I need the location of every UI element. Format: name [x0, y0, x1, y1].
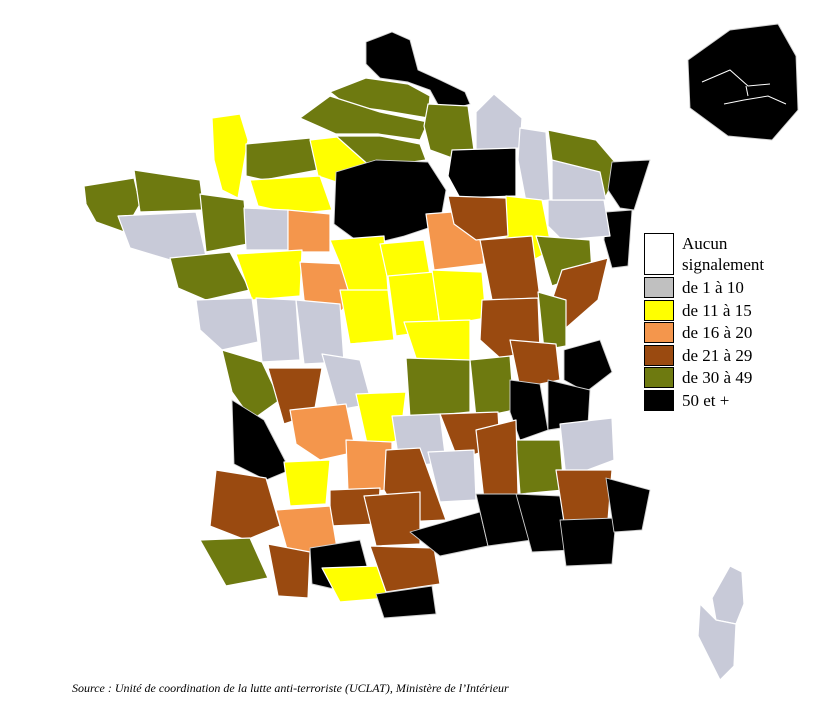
dept-corse-du-sud — [697, 603, 737, 681]
dept-isere — [559, 417, 615, 479]
dept-gironde — [231, 399, 291, 481]
dept-nord — [365, 31, 471, 113]
dept-vienne — [295, 299, 345, 365]
dept-cher — [339, 289, 395, 345]
dept-landes — [209, 469, 281, 541]
departments — [83, 31, 651, 619]
dept-ille — [199, 193, 249, 253]
legend-label-16-20: de 16 à 20 — [682, 323, 753, 342]
dept-tarn — [363, 491, 421, 547]
dept-saone-loire — [431, 269, 487, 327]
dept-morbihan — [117, 211, 207, 261]
dept-ardeche — [475, 419, 519, 501]
legend-swatch-none — [644, 233, 674, 275]
legend-item-21-29: de 21 à 29 — [644, 344, 774, 368]
legend-item-11-15: de 11 à 15 — [644, 299, 774, 323]
dept-puy-dome — [405, 357, 471, 419]
legend-swatch-21-29 — [644, 344, 674, 366]
dept-manche — [211, 113, 249, 199]
legend-swatch-30-49 — [644, 367, 674, 388]
legend-swatch-1-10 — [644, 277, 674, 298]
dept-loire-atl — [169, 251, 251, 301]
dept-vendee — [195, 297, 259, 351]
dept-dordogne — [289, 403, 357, 461]
legend-item-50-plus: 50 et + — [644, 389, 774, 413]
dept-mayenne — [243, 207, 289, 251]
legend-label-21-29: de 21 à 29 — [682, 345, 753, 365]
legend-item-none: Aucun signalement — [644, 233, 774, 277]
dept-alpes-mar — [605, 477, 651, 533]
corsica — [697, 565, 745, 681]
legend-item-30-49: de 30 à 49 — [644, 367, 774, 390]
dept-var — [559, 517, 617, 567]
dept-somme — [299, 95, 429, 141]
dept-vosges — [547, 199, 611, 241]
legend-label-11-15: de 11 à 15 — [682, 300, 752, 320]
dept-bas-rhin — [607, 159, 651, 211]
legend-item-16-20: de 16 à 20 — [644, 322, 774, 345]
legend-label-1-10: de 1 à 10 — [682, 278, 744, 297]
dept-aude — [369, 545, 441, 593]
dept-pyr-or — [375, 585, 437, 619]
legend-swatch-50-plus — [644, 389, 674, 411]
dept-marne — [447, 147, 517, 199]
dept-jura — [537, 291, 567, 351]
dept-meuse — [517, 127, 551, 203]
dept-pyr-atl — [199, 537, 269, 587]
dept-charente-mar — [221, 349, 281, 421]
legend-item-1-10: de 1 à 10 — [644, 277, 774, 300]
dept-meurthe — [551, 159, 607, 201]
dept-haute-corse — [711, 565, 745, 625]
legend-swatch-16-20 — [644, 322, 674, 343]
dept-lot-garonne — [283, 459, 331, 507]
dept-maine-loire — [235, 249, 303, 301]
legend-label-50-plus: 50 et + — [682, 390, 730, 410]
dept-calvados — [245, 137, 319, 181]
dept-vaucluse — [555, 469, 613, 523]
dept-loire — [469, 355, 515, 419]
dept-ardennes — [475, 93, 523, 151]
dept-aube — [447, 195, 509, 241]
dept-lozere — [427, 449, 477, 503]
legend-label-30-49: de 30 à 49 — [682, 368, 753, 387]
dept-cotes — [133, 169, 205, 213]
source-caption: Source : Unité de coordination de la lut… — [72, 681, 509, 695]
paris-inset — [687, 23, 799, 141]
dept-haute-savoie — [563, 339, 613, 393]
dept-rhone — [509, 379, 549, 441]
dept-deux-sevres — [255, 297, 301, 363]
dept-cote-or — [479, 235, 541, 301]
dept-saone-et-loire — [509, 339, 561, 389]
legend: Aucun signalement de 1 à 10 de 11 à 15 d… — [644, 233, 774, 412]
dept-sarthe — [287, 209, 331, 253]
legend-label-none: Aucun signalement — [682, 234, 765, 274]
legend-swatch-11-15 — [644, 299, 674, 321]
dept-hautes-pyr — [267, 543, 311, 599]
dept-drome — [515, 439, 565, 495]
